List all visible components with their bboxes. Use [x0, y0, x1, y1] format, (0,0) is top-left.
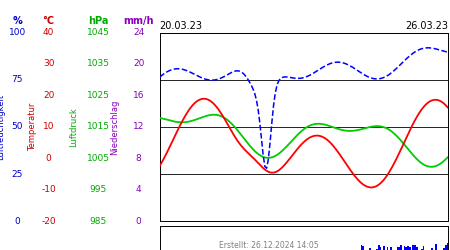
Text: 20: 20 [133, 60, 144, 68]
Text: 1035: 1035 [86, 60, 110, 68]
Text: 50: 50 [11, 122, 23, 132]
Bar [369, 248, 371, 250]
Text: 12: 12 [133, 122, 144, 132]
Text: 24: 24 [133, 28, 144, 37]
Bar [407, 246, 409, 250]
Bar [432, 248, 433, 250]
Text: Luftdruck: Luftdruck [69, 107, 78, 147]
Bar [362, 246, 364, 250]
Text: 0: 0 [46, 154, 51, 163]
Bar [445, 245, 447, 250]
Bar [423, 246, 424, 250]
Text: 985: 985 [90, 217, 107, 226]
Text: 26.03.23: 26.03.23 [405, 20, 448, 30]
Text: 1045: 1045 [87, 28, 109, 37]
Bar [376, 249, 378, 250]
Bar [409, 247, 411, 250]
Text: 75: 75 [11, 75, 23, 84]
Text: 20: 20 [43, 91, 54, 100]
Text: %: % [12, 16, 22, 26]
Text: 25: 25 [11, 170, 23, 178]
Bar [378, 244, 380, 250]
Bar [383, 246, 385, 250]
Text: 0: 0 [136, 217, 141, 226]
Text: 4: 4 [136, 185, 141, 194]
Bar [400, 245, 402, 250]
Text: 8: 8 [136, 154, 141, 163]
Bar [380, 247, 381, 250]
Bar [435, 244, 436, 250]
Bar [387, 246, 388, 250]
Text: 10: 10 [43, 122, 54, 132]
Bar [405, 247, 407, 250]
Text: Luftfeuchtigkeit: Luftfeuchtigkeit [0, 94, 5, 160]
Bar [399, 247, 400, 250]
Bar [443, 248, 445, 250]
Text: mm/h: mm/h [123, 16, 154, 26]
Text: 100: 100 [9, 28, 26, 37]
Bar [414, 246, 416, 250]
Text: 1005: 1005 [86, 154, 110, 163]
Bar [360, 245, 362, 250]
Bar [390, 247, 392, 250]
Text: 1025: 1025 [87, 91, 109, 100]
Text: Niederschlag: Niederschlag [110, 99, 119, 154]
Text: 20.03.23: 20.03.23 [160, 20, 203, 30]
Text: hPa: hPa [88, 16, 108, 26]
Bar [412, 244, 414, 250]
Text: °C: °C [43, 16, 54, 26]
Text: 0: 0 [14, 217, 20, 226]
Text: 40: 40 [43, 28, 54, 37]
Text: 16: 16 [133, 91, 144, 100]
Text: Temperatur: Temperatur [28, 103, 37, 151]
Bar [447, 243, 449, 250]
Text: 30: 30 [43, 60, 54, 68]
Text: -20: -20 [41, 217, 56, 226]
Text: 995: 995 [90, 185, 107, 194]
Bar [404, 246, 405, 250]
Text: Erstellt: 26.12.2024 14:05: Erstellt: 26.12.2024 14:05 [220, 241, 319, 250]
Bar [397, 247, 399, 250]
Text: -10: -10 [41, 185, 56, 194]
Text: 1015: 1015 [86, 122, 110, 132]
Bar [416, 247, 418, 250]
